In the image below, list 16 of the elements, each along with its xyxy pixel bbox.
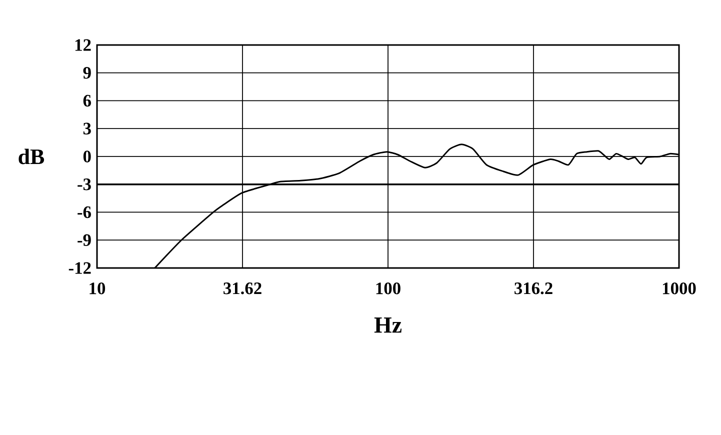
y-tick-label: 0 bbox=[83, 150, 91, 162]
y-tick-label: -6 bbox=[78, 206, 91, 218]
x-axis-title: Hz bbox=[374, 318, 402, 333]
y-tick-label: -3 bbox=[78, 178, 91, 190]
x-tick-label: 316.2 bbox=[514, 282, 552, 294]
y-tick-label: -9 bbox=[78, 234, 91, 246]
x-tick-label: 1000 bbox=[662, 282, 696, 294]
y-axis-title: dB bbox=[18, 148, 44, 164]
x-tick-label: 31.62 bbox=[224, 282, 262, 294]
y-tick-label: 6 bbox=[83, 94, 91, 107]
y-tick-label: 12 bbox=[75, 39, 91, 51]
y-tick-label: 9 bbox=[83, 67, 91, 79]
x-tick-label: 100 bbox=[376, 282, 400, 294]
x-tick-label: 10 bbox=[90, 282, 106, 294]
y-tick-label: -12 bbox=[68, 262, 91, 274]
y-tick-label: 3 bbox=[83, 122, 91, 134]
